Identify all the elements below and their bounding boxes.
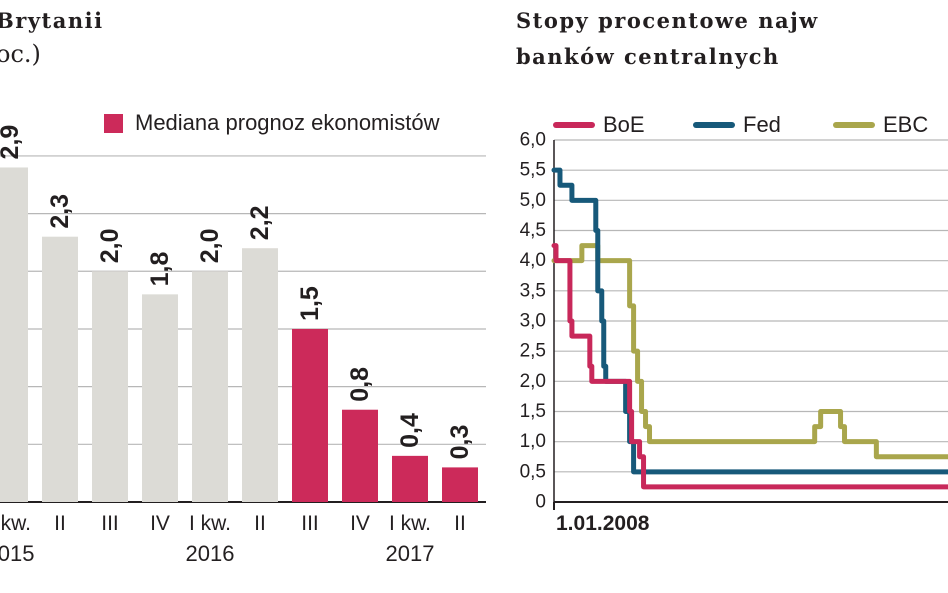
legend-forecast-swatch bbox=[104, 113, 123, 133]
bar-6 bbox=[292, 328, 328, 502]
right-y-tick-label-10: 5,0 bbox=[520, 190, 546, 211]
bar-7 bbox=[342, 409, 378, 502]
right-chart-x-start-label: 1.01.2008 bbox=[556, 512, 650, 535]
bar-4 bbox=[192, 271, 228, 502]
x-category-label-5: II bbox=[254, 512, 266, 535]
bar-value-label-7: 0,8 bbox=[346, 367, 374, 402]
x-year-label-1: 2016 bbox=[186, 541, 235, 566]
x-category-label-3: IV bbox=[150, 512, 170, 535]
x-category-label-8: I kw. bbox=[389, 512, 431, 535]
right-chart-legend-ebc: EBC bbox=[833, 112, 928, 138]
right-y-tick-label-8: 4,0 bbox=[520, 250, 546, 271]
x-category-label-6: III bbox=[301, 512, 319, 535]
legend-forecast-label: Mediana prognoz ekonomistów bbox=[135, 110, 440, 135]
x-year-label-2: 2017 bbox=[386, 541, 435, 566]
bar-value-label-0: 2,9 bbox=[0, 125, 24, 160]
x-category-label-0: I kw. bbox=[0, 512, 31, 535]
bar-0 bbox=[0, 167, 28, 502]
right-y-tick-label-5: 2,5 bbox=[520, 341, 546, 362]
bar-2 bbox=[92, 271, 128, 502]
legend-fed-label: Fed bbox=[743, 112, 781, 137]
bar-9 bbox=[442, 467, 478, 502]
bar-value-label-3: 1,8 bbox=[146, 252, 174, 287]
right-chart-title-line2: banków centralnych bbox=[516, 44, 780, 69]
left-chart-legend: Mediana prognoz ekonomistów bbox=[104, 110, 440, 136]
right-chart-legend-fed: Fed bbox=[693, 112, 781, 138]
bar-value-label-1: 2,3 bbox=[46, 194, 74, 229]
x-category-label-2: III bbox=[101, 512, 119, 535]
bar-value-label-8: 0,4 bbox=[396, 413, 424, 448]
bar-8 bbox=[392, 455, 428, 502]
series-line-boe bbox=[551, 243, 948, 490]
bar-1 bbox=[42, 236, 78, 502]
legend-ebc-label: EBC bbox=[883, 112, 929, 137]
legend-ebc-swatch bbox=[833, 122, 875, 128]
right-y-tick-label-7: 3,5 bbox=[520, 280, 546, 301]
right-y-tick-label-1: 0,5 bbox=[520, 461, 546, 482]
right-y-tick-label-12: 6,0 bbox=[520, 130, 546, 151]
right-y-tick-label-3: 1,5 bbox=[520, 401, 546, 422]
bar-5 bbox=[242, 248, 278, 502]
right-chart-legend-boe: BoE bbox=[553, 112, 645, 138]
right-y-tick-label-4: 2,0 bbox=[520, 371, 546, 392]
legend-boe-swatch bbox=[553, 122, 595, 128]
bar-value-label-5: 2,2 bbox=[246, 205, 274, 240]
left-chart-title: Brytanii bbox=[0, 8, 104, 33]
right-y-tick-label-2: 1,0 bbox=[520, 431, 546, 452]
right-y-tick-label-11: 5,5 bbox=[520, 160, 546, 181]
legend-fed-swatch bbox=[693, 122, 735, 128]
bar-value-label-2: 2,0 bbox=[96, 229, 124, 264]
x-year-label-0: 2015 bbox=[0, 541, 34, 566]
x-category-label-7: IV bbox=[350, 512, 370, 535]
bar-3 bbox=[142, 294, 178, 502]
right-y-tick-label-9: 4,5 bbox=[520, 220, 546, 241]
x-category-label-9: II bbox=[454, 512, 466, 535]
right-y-tick-label-0: 0 bbox=[535, 492, 546, 513]
bar-value-label-4: 2,0 bbox=[196, 229, 224, 264]
x-category-label-4: I kw. bbox=[189, 512, 231, 535]
left-chart-subtitle: oc.) bbox=[0, 40, 41, 68]
right-chart-title-line1: Stopy procentowe najw bbox=[516, 8, 819, 33]
bar-value-label-6: 1,5 bbox=[296, 286, 324, 321]
right-y-tick-label-6: 3,0 bbox=[520, 311, 546, 332]
bar-value-label-9: 0,3 bbox=[446, 425, 474, 460]
legend-boe-label: BoE bbox=[603, 112, 645, 137]
x-category-label-1: II bbox=[54, 512, 66, 535]
